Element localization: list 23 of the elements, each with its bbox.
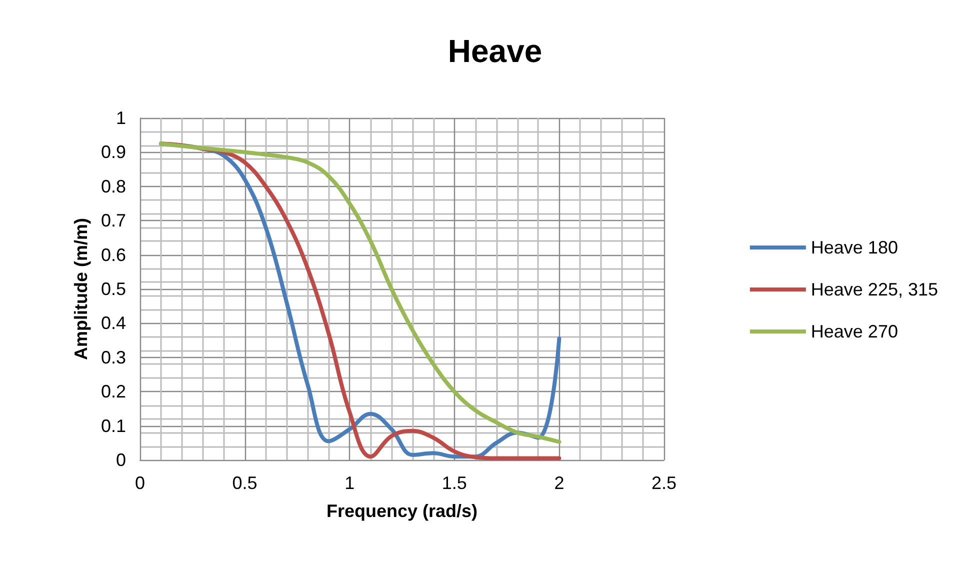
x-tick-label: 2.5 bbox=[651, 473, 677, 493]
y-tick-label: 0.4 bbox=[100, 313, 126, 334]
x-tick-label: 2 bbox=[554, 473, 564, 493]
y-tick-label: 0.8 bbox=[100, 176, 126, 196]
y-tick-label: 0.7 bbox=[100, 210, 126, 231]
x-tick-label: 0.5 bbox=[232, 473, 258, 493]
y-axis-title: Amplitude (m/m) bbox=[71, 218, 91, 360]
y-tick-label: 0.5 bbox=[100, 279, 126, 299]
legend-label: Heave 180 bbox=[810, 238, 898, 258]
y-tick-label: 0.9 bbox=[100, 142, 126, 162]
y-tick-label: 0.6 bbox=[100, 244, 126, 265]
x-tick-label: 1 bbox=[344, 473, 355, 493]
y-tick-label: 1 bbox=[116, 108, 126, 128]
legend-label: Heave 225, 315 bbox=[810, 280, 938, 300]
x-tick-label: 0 bbox=[134, 473, 146, 493]
chart-title: Heave bbox=[448, 33, 542, 69]
y-tick-label: 0.3 bbox=[100, 347, 126, 368]
y-tick-label: 0 bbox=[116, 450, 126, 470]
legend-label: Heave 270 bbox=[810, 322, 898, 342]
x-axis-title: Frequency (rad/s) bbox=[326, 501, 478, 521]
y-tick-label: 0.1 bbox=[100, 416, 126, 436]
y-tick-label: 0.2 bbox=[100, 382, 126, 402]
x-tick-label: 1.5 bbox=[442, 473, 467, 493]
